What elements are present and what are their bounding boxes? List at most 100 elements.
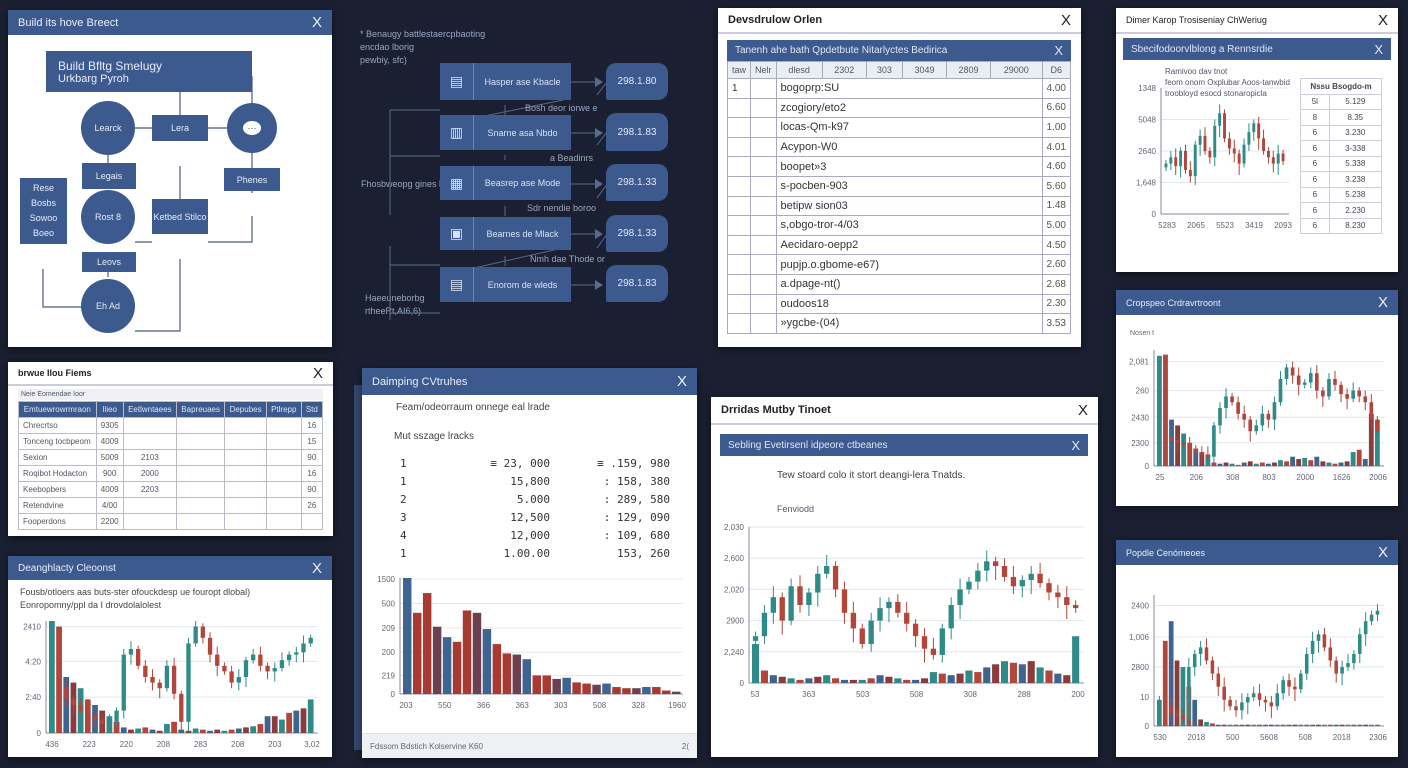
panel-icon: ▤ [440,267,474,302]
close-icon[interactable]: X [311,559,322,577]
candle [121,654,126,711]
table-row[interactable]: Roqibot Hodacton 900 2000 16 [18,465,324,482]
close-icon[interactable]: X [1377,11,1388,29]
table-row[interactable]: betipw sion03 1.48 [726,195,1072,217]
close-icon[interactable]: X [1054,43,1063,58]
column-header[interactable]: Std [300,401,324,418]
bar [592,684,601,694]
node-leovs[interactable]: Leovs [82,252,136,272]
candle [841,589,848,613]
candle [92,716,98,720]
table-row[interactable]: Tonceng tocbpeom 4009 15 [18,433,324,450]
bottom-label-line: rtheeRt,AI6,6) [365,306,422,316]
volume-bar [156,730,163,733]
bar [542,675,551,694]
title-bar: Deanghlacty Cleoonst X [8,556,332,580]
table-row[interactable]: Aecidaro-oepp2 4.50 [726,234,1072,256]
x-tick-label: 2018 [1333,733,1351,742]
column-header[interactable]: 2302 [821,61,867,79]
close-icon[interactable]: X [1377,294,1388,311]
top-box[interactable]: Build Bfltg Smelugy Urkbarg Pyroh [46,51,252,92]
node-ehad[interactable]: Eh Ad [81,279,135,333]
volume-bar [1314,456,1320,466]
table-row[interactable]: s,obgo-tror-4/03 5.00 [726,215,1072,236]
candle [1188,169,1192,177]
pipeline-step[interactable]: ▥ Snarne asa Nbdo [440,115,571,150]
volume-bar [1223,462,1229,466]
table-row[interactable]: Fooperdons 2200 [18,513,324,530]
pipeline-step[interactable]: ▤ Hasper ase Kbacle [440,63,571,100]
node-lera[interactable]: Lera [152,115,208,141]
volume-bar [1322,724,1327,726]
candle [1375,419,1380,432]
table-row[interactable]: 1 bogoprp:SU 4.00 [726,78,1072,99]
pipeline-step[interactable]: ▤ Enorom de wleds [440,267,571,302]
pipeline-step[interactable]: ▣ Bearnes de Mlack [440,217,571,250]
column-header[interactable]: Eetlwntaees [122,401,178,418]
close-icon[interactable]: X [311,14,322,31]
window-title: Build its hove Breect [18,16,119,29]
node-chat[interactable]: ⋯ [227,103,277,153]
close-icon[interactable]: X [1060,11,1071,29]
column-header[interactable]: D6 [1041,61,1072,79]
table-row[interactable]: boopet»3 4.60 [726,156,1072,177]
node-rost[interactable]: Rost 8 [81,190,135,244]
flow-canvas: Build Bfltg Smelugy Urkbarg Pyroh Learck … [8,35,332,347]
row-value: 2.60 [1041,254,1072,275]
column-header[interactable]: Emtuewrowrmraon [18,401,97,418]
candle [1157,699,1162,704]
bar [672,691,681,694]
node-legais[interactable]: Legais [82,163,136,189]
pipeline-step[interactable]: ▦ Beasrep ase Mode [440,166,571,200]
table-row[interactable]: locas-Qm-k97 1.00 [726,117,1072,138]
volume-bar [1009,662,1017,683]
column-header[interactable]: taw [726,61,752,79]
column-header[interactable]: 29000 [989,61,1043,79]
column-header[interactable]: Bapreuaes [175,401,226,418]
node-rese[interactable]: Rese Bosbs Sowoo Boeo [20,178,67,244]
column-header[interactable]: Nelr [750,61,777,79]
table-row[interactable]: a.dpage-nt() 2.68 [726,273,1072,295]
candle [107,721,112,725]
close-icon[interactable]: X [1071,437,1080,453]
node-phenes[interactable]: Phenes [224,168,280,191]
column-header[interactable]: Ptlrepp [265,401,302,418]
node-ketbed[interactable]: Ketbed Stilco [152,199,208,234]
column-header[interactable]: Ilieo [95,401,124,418]
table-row[interactable]: oudoos18 2.30 [726,293,1072,315]
candle [1187,445,1192,449]
candle [135,649,141,666]
table-row[interactable]: s-pocben-903 5.60 [726,175,1072,197]
table-row[interactable]: »ygcbe-(04) 3.53 [726,313,1072,334]
table-row[interactable]: pupjp.o.gbome-e67) 2.60 [726,254,1072,275]
column-header[interactable]: 2809 [946,61,991,79]
close-icon[interactable]: X [676,373,687,390]
table-cell [175,449,226,466]
table-row[interactable]: Sexion 5009 2103 90 [18,449,324,466]
column-header[interactable]: 303 [865,61,904,79]
volume-bar [1263,724,1268,726]
close-icon[interactable]: X [1077,401,1088,419]
volume-bar [903,679,911,683]
table-row[interactable]: Keebopbers 4009 2203 90 [18,481,324,498]
close-icon[interactable]: X [312,364,323,382]
volume-bar [1362,459,1368,466]
column-header[interactable]: 3049 [902,61,948,79]
table-cell: 6 [1300,140,1330,157]
row-rank: 1 [400,546,407,560]
row-spacer [750,117,777,138]
table-row[interactable]: Chrecrtso 9305 16 [18,417,324,434]
table-row[interactable]: zcogiory/eto2 6.60 [726,97,1072,119]
title-bar: Build its hove Breect X [8,10,332,35]
node-learn[interactable]: Learck [81,101,135,155]
candle [143,665,148,677]
table-row[interactable]: Retendvine 4/00 26 [18,497,324,514]
column-header[interactable]: Depubes [224,401,267,418]
column-header[interactable]: dlesd [775,61,823,79]
close-icon[interactable]: X [1374,41,1383,57]
close-icon[interactable]: X [1377,544,1388,561]
x-tick-label: 2018 [1187,733,1205,742]
candle [1271,157,1275,164]
chart-description: Tew stoard colo it stort deangi-lera Tna… [777,470,966,481]
table-row[interactable]: Acypon-W0 4.01 [726,136,1072,158]
